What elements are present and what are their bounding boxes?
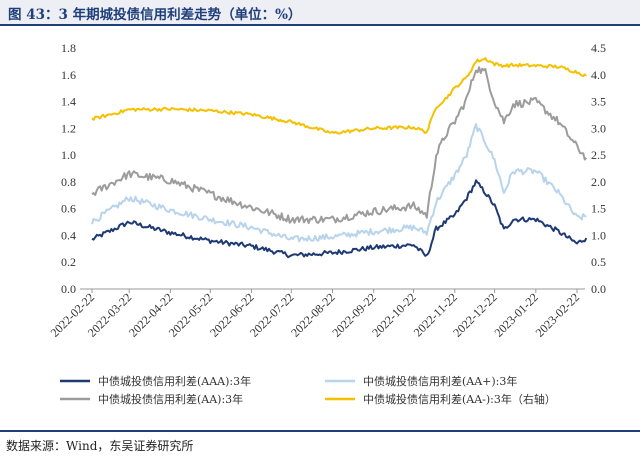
chart-title: 图 43：3 年期城投债信用利差走势（单位：%） [8, 7, 302, 23]
y-left-tick-label: 0.6 [61, 202, 76, 216]
y-right-tick-label: 0.5 [591, 255, 606, 269]
y-right-tick-label: 2.5 [591, 148, 606, 162]
series-line [91, 57, 587, 135]
y-left-tick-label: 1.0 [61, 148, 76, 162]
axes: 0.0 0.2 0.4 0.6 0.8 1.0 1.2 1.4 1.6 1.8 0.0 0.5 1.0 1… [48, 41, 606, 340]
source-note: 数据来源：Wind，东吴证券研究所 [6, 439, 194, 453]
title-bar: 图 43：3 年期城投债信用利差走势（单位：%） [0, 0, 640, 26]
y-right-tick-label: 3.0 [591, 121, 606, 135]
y-left-tick-label: 1.6 [61, 68, 76, 82]
x-tick-label: 2022-05-22 [166, 290, 215, 339]
series-line [91, 123, 587, 243]
x-tick-label: 2023-02-22 [533, 290, 582, 339]
y-right-tick-label: 3.5 [591, 95, 606, 109]
legend-label: 中债城投债信用利差(AA):3年 [98, 392, 243, 406]
line-chart: 0.0 0.2 0.4 0.6 0.8 1.0 1.2 1.4 1.6 1.8 0.0 0.5 1.0 1… [48, 41, 606, 406]
y-left-tick-label: 0.4 [61, 228, 76, 242]
y-left-tick-label: 0.0 [61, 282, 76, 296]
series-lines [91, 57, 588, 259]
y-right-tick-label: 4.5 [591, 41, 606, 55]
series-line [91, 179, 588, 259]
x-tick-label: 2022-08-22 [288, 290, 337, 339]
y-left-tick-label: 0.2 [61, 255, 76, 269]
legend-label: 中债城投债信用利差(AAA):3年 [98, 374, 251, 388]
y-left-tick-label: 1.8 [61, 41, 76, 55]
series-line [91, 66, 588, 224]
x-tick-label: 2022-10-22 [369, 290, 418, 339]
legend: 中债城投债信用利差(AAA):3年 中债城投债信用利差(AA+):3年中债城投债信… [60, 374, 556, 406]
source-rule [0, 430, 640, 432]
y-left-tick-label: 0.8 [61, 175, 76, 189]
x-tick-label: 2022-12-22 [450, 290, 499, 339]
y-left-tick-label: 1.2 [61, 121, 76, 135]
y-right-tick-label: 1.5 [591, 202, 606, 216]
y-left-tick-label: 1.4 [61, 95, 76, 109]
legend-label: 中债城投债信用利差(AA-):3年（右轴） [363, 392, 556, 406]
y-right-tick-label: 2.0 [591, 175, 606, 189]
x-tick-label: 2023-01-22 [491, 290, 540, 339]
x-tick-label: 2022-07-22 [247, 290, 296, 339]
y-right-tick-label: 0.0 [591, 282, 606, 296]
y-right-tick-label: 1.0 [591, 228, 606, 242]
legend-label: 中债城投债信用利差(AA+):3年 [363, 374, 517, 388]
y-right-tick-label: 4.0 [591, 68, 606, 82]
